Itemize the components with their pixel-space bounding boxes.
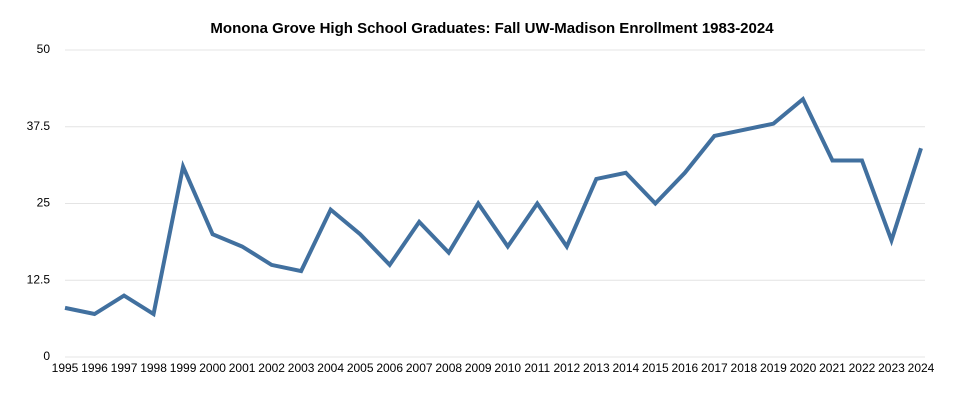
x-tick-label: 2024 bbox=[908, 361, 935, 375]
x-tick-label: 2022 bbox=[849, 361, 876, 375]
x-tick-label: 2005 bbox=[347, 361, 374, 375]
x-tick-label: 1998 bbox=[140, 361, 167, 375]
x-tick-label: 2021 bbox=[819, 361, 846, 375]
x-tick-label: 2018 bbox=[731, 361, 758, 375]
x-tick-label: 2002 bbox=[258, 361, 285, 375]
x-tick-label: 1997 bbox=[111, 361, 138, 375]
x-tick-label: 2020 bbox=[790, 361, 817, 375]
x-tick-label: 2001 bbox=[229, 361, 256, 375]
x-tick-label: 2012 bbox=[553, 361, 580, 375]
x-tick-label: 2010 bbox=[494, 361, 521, 375]
x-tick-label: 2013 bbox=[583, 361, 610, 375]
y-tick-label: 12.5 bbox=[27, 272, 51, 286]
x-tick-label: 1996 bbox=[81, 361, 108, 375]
x-tick-label: 2007 bbox=[406, 361, 433, 375]
x-tick-label: 1999 bbox=[170, 361, 197, 375]
x-tick-label: 2014 bbox=[612, 361, 639, 375]
x-tick-label: 1995 bbox=[52, 361, 79, 375]
x-tick-label: 2017 bbox=[701, 361, 728, 375]
y-tick-label: 37.5 bbox=[27, 119, 51, 133]
x-tick-label: 2003 bbox=[288, 361, 315, 375]
x-tick-label: 2006 bbox=[376, 361, 403, 375]
x-tick-label: 2004 bbox=[317, 361, 344, 375]
x-tick-label: 2011 bbox=[524, 361, 550, 375]
line bbox=[64, 95, 923, 318]
x-tick-label: 2015 bbox=[642, 361, 669, 375]
y-tick-label: 0 bbox=[43, 349, 50, 363]
x-tick-label: 2019 bbox=[760, 361, 787, 375]
x-tick-label: 2023 bbox=[878, 361, 905, 375]
y-tick-label: 25 bbox=[37, 196, 51, 210]
x-tick-label: 2009 bbox=[465, 361, 492, 375]
chart-title: Monona Grove High School Graduates: Fall… bbox=[210, 20, 774, 37]
x-tick-label: 2008 bbox=[435, 361, 462, 375]
y-tick-label: 50 bbox=[37, 42, 51, 56]
x-tick-label: 2000 bbox=[199, 361, 226, 375]
x-tick-label: 2016 bbox=[672, 361, 699, 375]
